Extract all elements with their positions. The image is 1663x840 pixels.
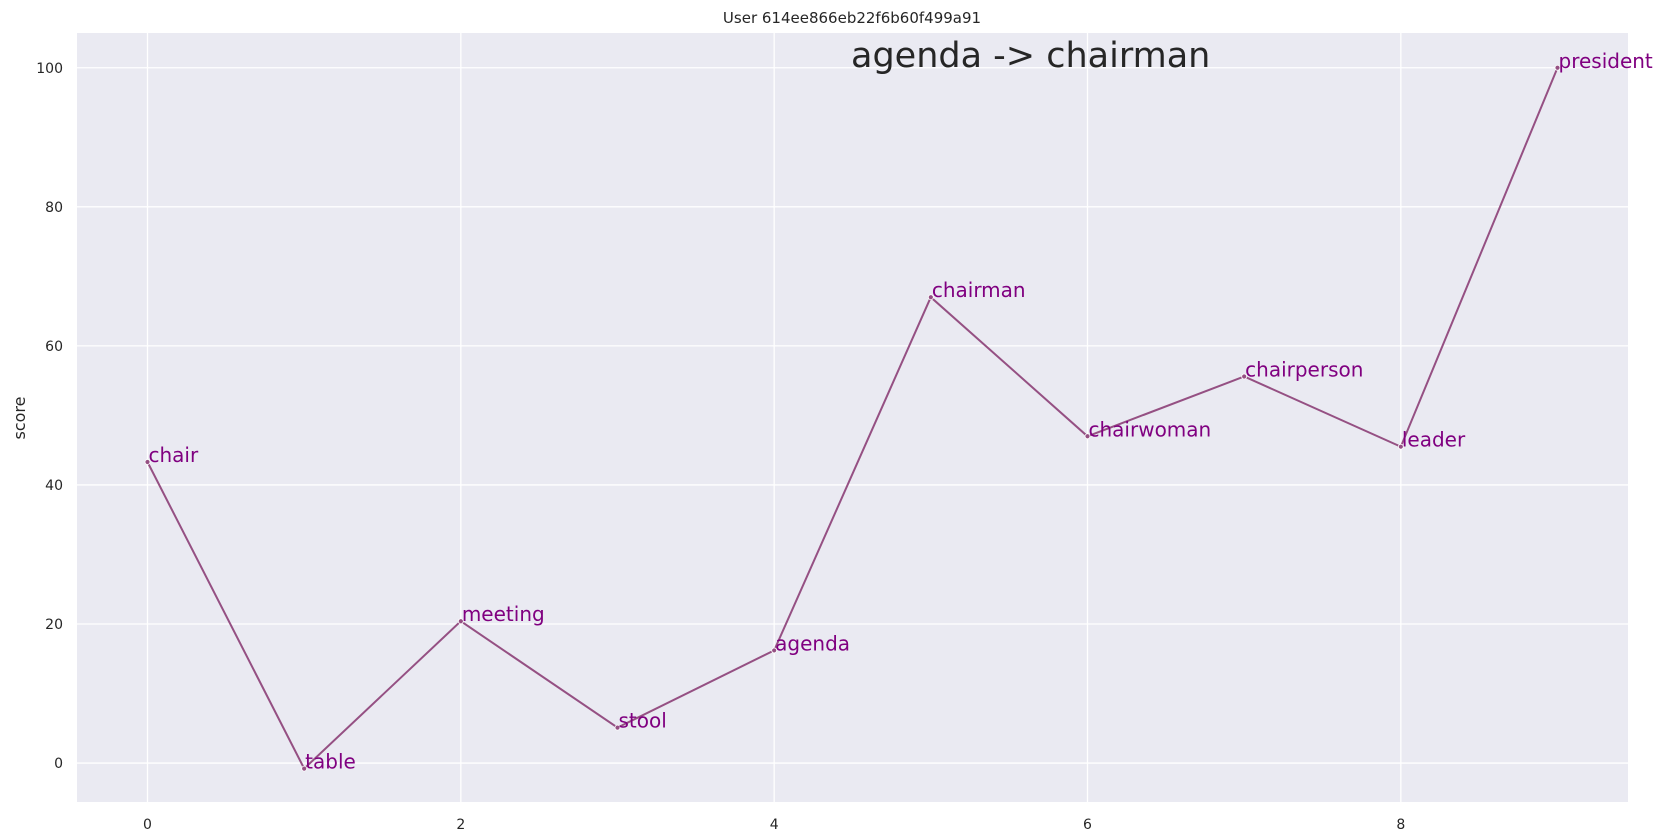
y-tick-label: 80 [45, 200, 63, 216]
y-tick-label: 20 [45, 617, 63, 633]
y-tick-labels: 0 20 40 60 80 100 [36, 61, 63, 772]
data-point [771, 647, 778, 654]
y-axis-label: score [10, 397, 29, 440]
data-point-label: president [1559, 49, 1653, 73]
x-gridlines [146, 33, 1402, 802]
data-point [1084, 433, 1091, 440]
data-point-label: meeting [462, 602, 545, 626]
plot-area [77, 33, 1628, 802]
data-point [144, 459, 151, 465]
data-point-label: chairperson [1245, 357, 1363, 381]
data-point [1397, 443, 1404, 450]
x-tick-label: 4 [770, 817, 779, 833]
data-point-labels: chair table meeting stool agenda chairman chai… [149, 49, 1653, 774]
x-tick-label: 8 [1396, 817, 1405, 833]
y-tick-label: 0 [54, 756, 63, 772]
y-tick-label: 60 [45, 339, 63, 355]
data-point-label: table [305, 750, 356, 774]
data-point [614, 724, 621, 731]
x-tick-labels: 0 2 4 6 8 [143, 817, 1405, 833]
x-tick-label: 6 [1083, 817, 1092, 833]
data-points [144, 64, 1561, 772]
chart-title: User 614ee866eb22f6b60f499a91 [723, 9, 981, 27]
chart-annotation: agenda -> chairman [851, 36, 1210, 76]
x-tick-label: 0 [143, 817, 152, 833]
data-point [301, 765, 308, 772]
data-point-label: chairman [932, 278, 1026, 302]
data-point-label: stool [619, 709, 667, 733]
series-line [146, 67, 1559, 771]
data-point-label: chair [149, 443, 199, 467]
data-point-label: chairwoman [1089, 417, 1212, 441]
x-tick-label: 2 [456, 817, 465, 833]
data-point-label: agenda [775, 631, 850, 655]
data-point-label: leader [1402, 428, 1466, 452]
data-point [1241, 373, 1248, 380]
y-tick-label: 100 [36, 61, 63, 77]
y-tick-label: 40 [45, 478, 63, 494]
data-point [457, 618, 464, 625]
data-point [927, 294, 934, 301]
y-gridlines [77, 67, 1628, 764]
data-point [1554, 64, 1561, 71]
